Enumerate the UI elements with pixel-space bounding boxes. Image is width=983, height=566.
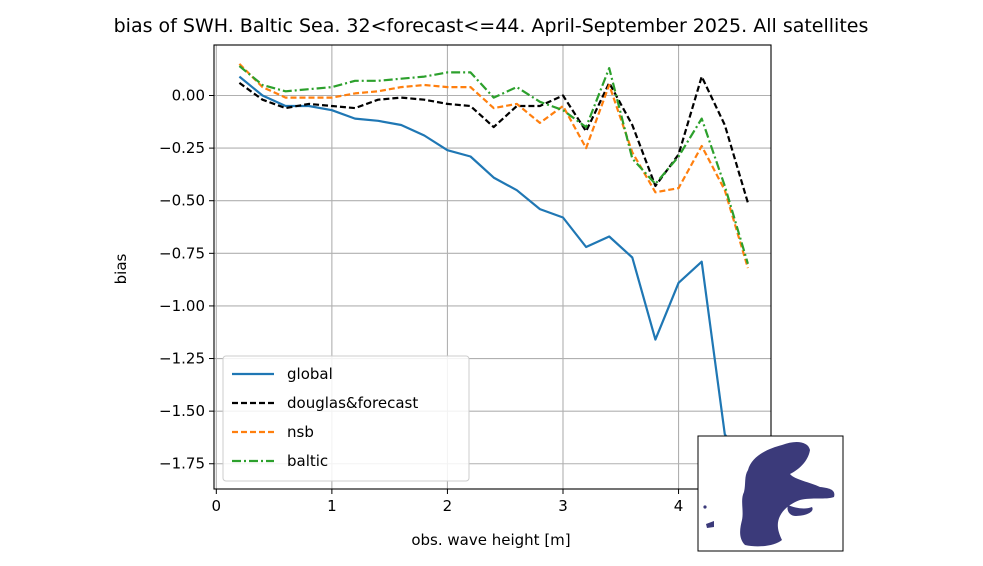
y-tick-label: −1.50 bbox=[159, 402, 205, 420]
y-tick-label: 0.00 bbox=[172, 87, 205, 105]
series-line-global bbox=[238, 75, 749, 469]
y-tick-label: −1.75 bbox=[159, 455, 205, 473]
legend-label: nsb bbox=[287, 423, 314, 441]
y-tick-label: −1.25 bbox=[159, 350, 205, 368]
y-axis-label: bias bbox=[112, 253, 130, 284]
x-tick-label: 4 bbox=[674, 497, 684, 515]
legend: global douglas&forecast nsb baltic bbox=[222, 355, 470, 482]
series-line-douglas-forecast bbox=[238, 75, 749, 204]
legend-label: douglas&forecast bbox=[287, 394, 418, 412]
islet-shape bbox=[706, 521, 714, 528]
legend-label: baltic bbox=[287, 452, 328, 470]
x-tick-label: 3 bbox=[558, 497, 568, 515]
x-tick-label: 0 bbox=[212, 497, 222, 515]
series-line-nsb bbox=[238, 63, 749, 269]
x-axis-label: obs. wave height [m] bbox=[411, 531, 570, 549]
y-tick-label: −0.50 bbox=[159, 192, 205, 210]
chart-title: bias of SWH. Baltic Sea. 32<forecast<=44… bbox=[114, 15, 869, 37]
inset-map bbox=[697, 435, 844, 552]
island-dot bbox=[703, 505, 707, 509]
baltic-sea-map-icon bbox=[740, 442, 835, 547]
y-tick-label: −0.25 bbox=[159, 139, 205, 157]
x-tick-label: 2 bbox=[443, 497, 453, 515]
x-tick-label: 1 bbox=[327, 497, 337, 515]
y-tick-label: −1.00 bbox=[159, 297, 205, 315]
y-tick-label: −0.75 bbox=[159, 244, 205, 262]
legend-label: global bbox=[287, 365, 333, 383]
series-line-baltic bbox=[238, 65, 749, 265]
axes-frame bbox=[213, 44, 772, 490]
legend-box bbox=[222, 355, 470, 482]
gulf-shape bbox=[787, 505, 813, 516]
